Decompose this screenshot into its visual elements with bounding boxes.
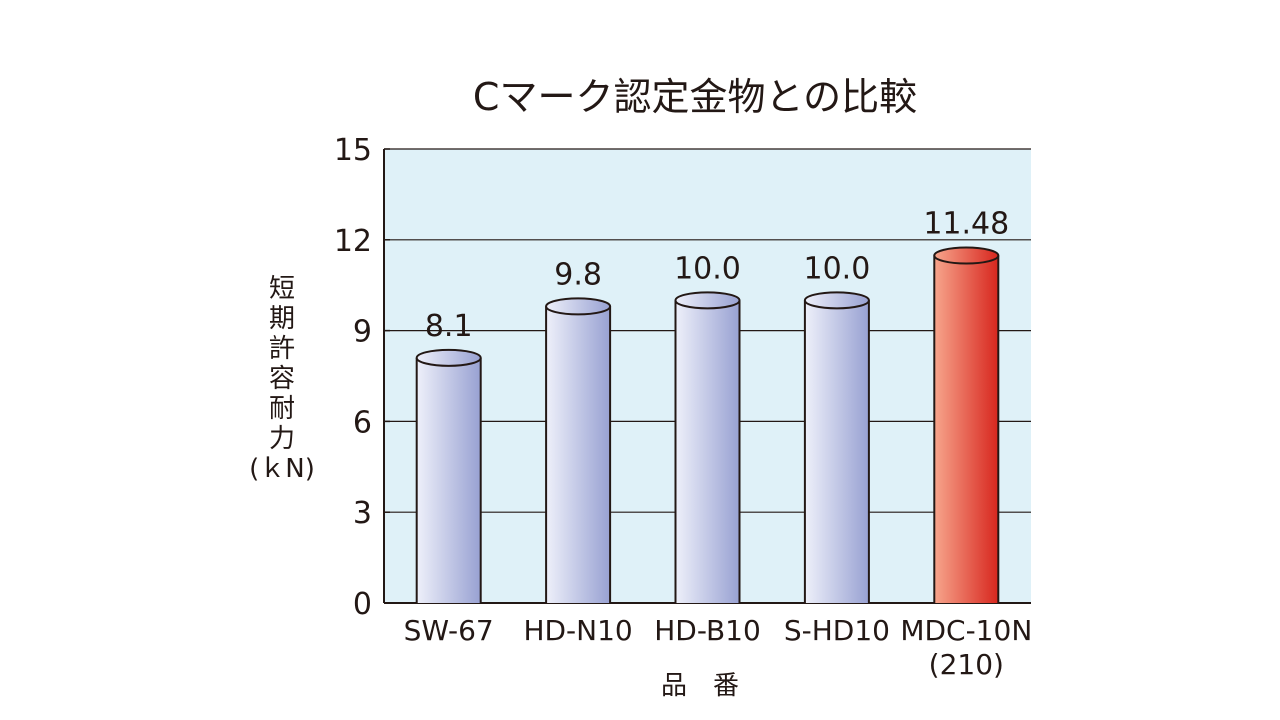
bars: 8.1 9.8 10.0 10.0 11.48 xyxy=(415,207,1009,603)
chart-title: Cマーク認定金物との比較 xyxy=(473,75,917,119)
x-category-labels: SW-67 HD-N10 HD-B10 S-HD10 MDC-10N(210) xyxy=(404,614,1033,681)
y-axis-title-char: (ｋN) xyxy=(249,454,315,484)
bar-value-label: 10.0 xyxy=(804,251,871,286)
y-axis-title-char: 許 xyxy=(269,334,295,364)
bar xyxy=(803,291,870,603)
x-axis-title: 品 番 xyxy=(661,671,739,701)
bar xyxy=(545,297,612,603)
bar-value-label: 8.1 xyxy=(425,309,473,344)
bar-top xyxy=(545,297,612,316)
y-tick-label: 6 xyxy=(353,405,372,440)
bar-body xyxy=(546,306,611,603)
y-tick-label: 0 xyxy=(353,587,372,622)
bar-top xyxy=(803,291,870,310)
bar-body xyxy=(804,300,869,603)
bar-value-label: 10.0 xyxy=(674,251,741,286)
y-axis-title-char: 容 xyxy=(269,364,295,394)
bar-value-label: 11.48 xyxy=(923,207,1009,242)
y-axis-title-char: 力 xyxy=(269,424,295,454)
x-category-label: MDC-10N xyxy=(900,614,1032,647)
bar-value-label: 9.8 xyxy=(554,257,602,292)
bar xyxy=(415,348,482,603)
y-tick-label: 12 xyxy=(334,224,372,259)
bar xyxy=(933,246,1000,603)
bar-top xyxy=(933,246,1000,265)
y-axis-title-char: 耐 xyxy=(269,394,295,424)
y-tick-label: 15 xyxy=(334,133,372,168)
x-category-label: HD-N10 xyxy=(523,614,632,647)
bar-body xyxy=(416,357,481,603)
y-tick-labels: 0 3 6 9 12 15 xyxy=(334,133,372,622)
bar-body xyxy=(675,300,740,603)
bar-top xyxy=(415,348,482,367)
x-category-label: SW-67 xyxy=(404,614,494,647)
x-category-label: S-HD10 xyxy=(784,614,890,647)
bar-body xyxy=(934,255,999,603)
bar-top xyxy=(674,291,741,310)
y-axis-title-char: 短 xyxy=(269,274,295,304)
y-tick-label: 3 xyxy=(353,496,372,531)
bar xyxy=(674,291,741,603)
x-category-label: HD-B10 xyxy=(654,614,761,647)
y-tick-label: 9 xyxy=(353,315,372,350)
x-category-sublabel: (210) xyxy=(929,648,1004,681)
y-axis-title-char: 期 xyxy=(269,304,295,334)
